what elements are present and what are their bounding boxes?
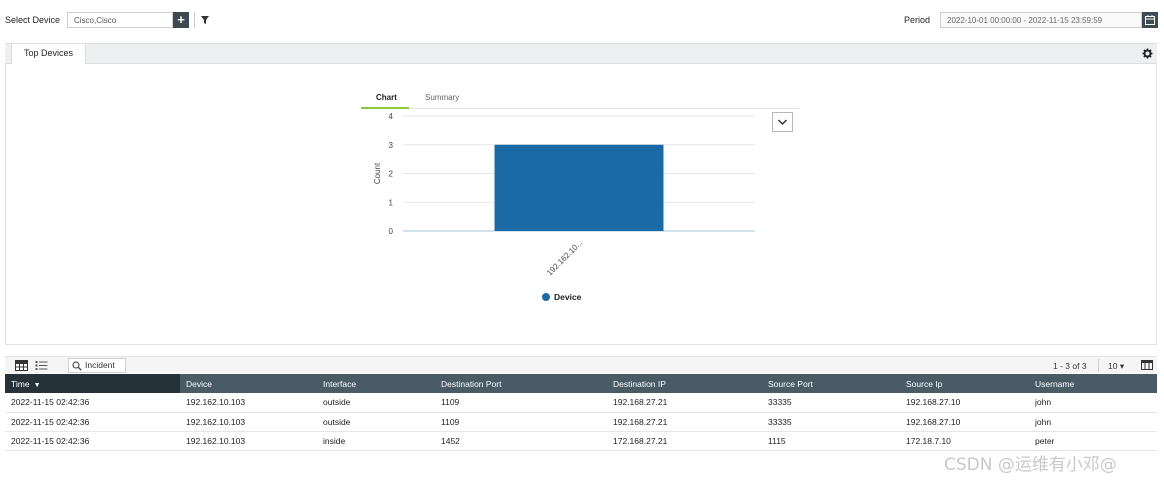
tab-top-devices[interactable]: Top Devices [11, 43, 86, 65]
incident-search-icon [72, 361, 82, 371]
cell-time: 2022-11-15 02:42:36 [5, 412, 180, 432]
calendar-icon [1145, 15, 1155, 25]
filter-icon[interactable] [199, 14, 211, 26]
column-header-interface[interactable]: Interface [317, 374, 435, 393]
active-tab-indicator [361, 107, 409, 109]
cell-source-ip: 172.18.7.10 [900, 431, 1029, 451]
cell-destination-port: 1109 [435, 412, 607, 432]
events-table: Time ▼ Device Interface Destination Port … [5, 374, 1157, 451]
column-header-destination-ip[interactable]: Destination IP [607, 374, 762, 393]
cell-destination-port: 1109 [435, 393, 607, 413]
cell-time: 2022-11-15 02:42:36 [5, 393, 180, 413]
legend-marker [542, 293, 550, 301]
bar [494, 144, 664, 231]
y-tick-label: 1 [389, 198, 394, 207]
page-size-value: 10 [1108, 361, 1118, 371]
column-header-label: Time [11, 378, 30, 389]
legend-label: Device [554, 292, 582, 302]
cell-device: 192.162.10.103 [180, 393, 317, 413]
pager-divider [1098, 359, 1099, 372]
grid-view-icon[interactable] [15, 360, 28, 371]
tab-summary[interactable]: Summary [425, 93, 460, 102]
cell-username: peter [1029, 431, 1157, 451]
cell-source-port: 1115 [762, 431, 900, 451]
list-view-icon[interactable] [35, 360, 48, 371]
bar-chart: 0 1 2 3 4 Count 192.162.10... Device [373, 112, 755, 302]
gear-icon[interactable] [1142, 48, 1153, 59]
table-row[interactable]: 2022-11-15 02:42:36 192.162.10.103 outsi… [5, 412, 1157, 432]
tab-chart[interactable]: Chart [376, 93, 397, 102]
cell-source-ip: 192.168.27.10 [900, 393, 1029, 413]
cell-destination-port: 1452 [435, 431, 607, 451]
column-header-source-port[interactable]: Source Port [762, 374, 900, 393]
cell-destination-ip: 192.168.27.21 [607, 393, 762, 413]
period-label: Period [904, 15, 931, 25]
cell-device: 192.162.10.103 [180, 431, 317, 451]
column-header-username[interactable]: Username [1029, 374, 1157, 393]
table-row[interactable]: 2022-11-15 02:42:36 192.162.10.103 insid… [5, 431, 1157, 451]
y-tick-label: 3 [389, 141, 394, 150]
y-axis-label: Count [373, 162, 382, 184]
cell-interface: outside [317, 393, 435, 413]
cell-source-port: 33335 [762, 412, 900, 432]
watermark: CSDN @运维有小邓@ [944, 455, 1117, 475]
sort-desc-icon: ▼ [33, 381, 41, 389]
chart-tabs: Chart Summary [361, 89, 799, 109]
y-tick-label: 2 [389, 170, 394, 179]
columns-icon[interactable] [1141, 360, 1154, 371]
incident-button[interactable]: Incident [68, 358, 126, 373]
pager-info: 1 - 3 of 3 [1053, 361, 1087, 371]
device-select-input[interactable]: Cisco,Cisco [67, 12, 173, 28]
toolbar-divider [194, 12, 195, 28]
column-header-destination-port[interactable]: Destination Port [435, 374, 607, 393]
cell-time: 2022-11-15 02:42:36 [5, 431, 180, 451]
cell-device: 192.162.10.103 [180, 412, 317, 432]
chevron-down-icon [777, 119, 788, 126]
select-device-label: Select Device [5, 15, 61, 25]
add-device-button[interactable]: + [173, 12, 189, 28]
page-size-select[interactable]: 10 ▾ [1108, 361, 1125, 371]
period-input[interactable]: 2022-10-01 00:00:00 - 2022-11-15 23:59:5… [940, 12, 1142, 28]
cell-destination-ip: 172.168.27.21 [607, 431, 762, 451]
cell-interface: inside [317, 431, 435, 451]
incident-label: Incident [85, 360, 115, 370]
top-toolbar: Select Device Cisco,Cisco + Period 2022-… [0, 0, 1164, 40]
cell-username: john [1029, 393, 1157, 413]
x-tick-label: 192.162.10... [545, 238, 584, 277]
grid-toolbar: Incident 1 - 3 of 3 10 ▾ [5, 356, 1157, 373]
table-header-row: Time ▼ Device Interface Destination Port … [5, 374, 1157, 393]
cell-source-port: 33335 [762, 393, 900, 413]
cell-username: john [1029, 412, 1157, 432]
cell-interface: outside [317, 412, 435, 432]
cell-source-ip: 192.168.27.10 [900, 412, 1029, 432]
widget-tabstrip: Top Devices [5, 43, 1157, 65]
calendar-button[interactable] [1142, 12, 1158, 28]
y-tick-label: 4 [389, 112, 394, 121]
y-tick-label: 0 [389, 227, 394, 236]
chart-options-dropdown[interactable] [772, 112, 793, 132]
column-header-time[interactable]: Time ▼ [5, 374, 180, 393]
table-row[interactable]: 2022-11-15 02:42:36 192.162.10.103 outsi… [5, 393, 1157, 413]
cell-destination-ip: 192.168.27.21 [607, 412, 762, 432]
column-header-source-ip[interactable]: Source Ip [900, 374, 1029, 393]
column-header-device[interactable]: Device [180, 374, 317, 393]
